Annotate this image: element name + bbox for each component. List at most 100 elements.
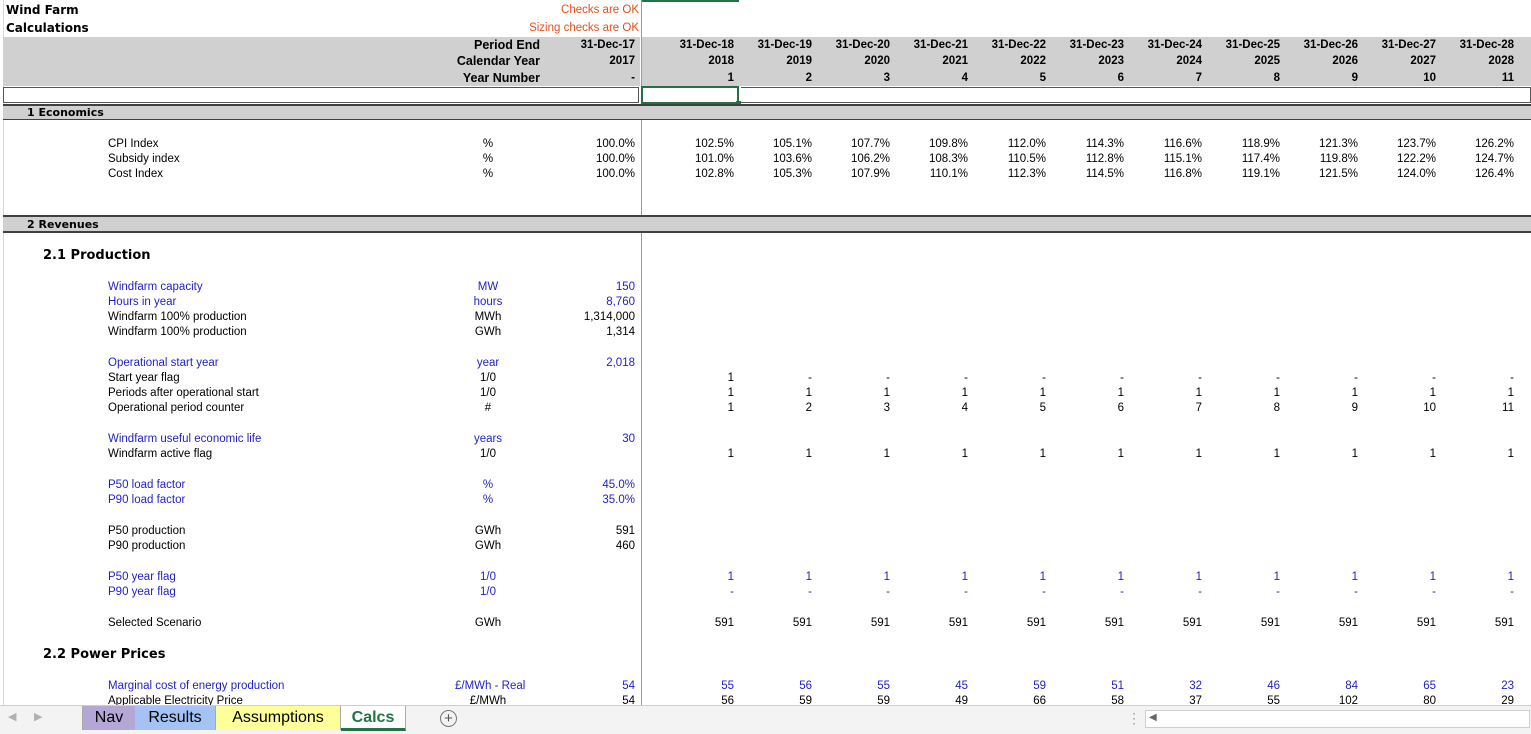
- row-label[interactable]: P90 production: [108, 540, 186, 552]
- row-unit[interactable]: £/MWh - Real: [455, 680, 526, 692]
- row-value-col-11[interactable]: 591: [1494, 617, 1514, 629]
- row-base-value[interactable]: 100.0%: [595, 153, 635, 165]
- row-value-col-5[interactable]: 110.5%: [1007, 153, 1046, 165]
- row-value-col-1[interactable]: 102.8%: [694, 168, 734, 180]
- row-value-col-1[interactable]: 1: [727, 571, 734, 583]
- row-base-value[interactable]: 591: [615, 525, 635, 537]
- row-value-col-6[interactable]: 591: [1104, 617, 1124, 629]
- row-value-col-9[interactable]: 121.3%: [1318, 138, 1358, 150]
- row-value-col-5[interactable]: 112.0%: [1007, 138, 1046, 150]
- row-unit[interactable]: %: [482, 494, 494, 506]
- row-value-col-6[interactable]: 58: [1111, 695, 1124, 707]
- row-value-col-2[interactable]: 1: [805, 387, 812, 399]
- row-value-col-3[interactable]: 3: [883, 402, 890, 414]
- row-value-col-1[interactable]: 101.0%: [694, 153, 734, 165]
- row-value-col-3[interactable]: -: [886, 586, 890, 598]
- tab-nav[interactable]: Nav: [82, 706, 136, 730]
- row-value-col-3[interactable]: 1: [883, 448, 890, 460]
- row-value-col-6[interactable]: -: [1120, 372, 1124, 384]
- row-unit[interactable]: 1/0: [480, 387, 496, 399]
- row-value-col-7[interactable]: 1: [1195, 387, 1202, 399]
- row-value-col-9[interactable]: 102: [1338, 695, 1358, 707]
- split-handle-icon[interactable]: ⋮: [1127, 710, 1141, 726]
- row-value-col-7[interactable]: 32: [1189, 680, 1202, 692]
- row-value-col-5[interactable]: -: [1042, 372, 1046, 384]
- row-value-col-6[interactable]: 1: [1117, 571, 1124, 583]
- row-value-col-6[interactable]: 114.5%: [1085, 168, 1124, 180]
- row-unit[interactable]: %: [482, 479, 494, 491]
- row-label[interactable]: Hours in year: [108, 296, 177, 308]
- row-value-col-7[interactable]: 116.6%: [1163, 138, 1202, 150]
- row-label[interactable]: P50 year flag: [108, 571, 176, 583]
- row-value-col-1[interactable]: 55: [721, 680, 734, 692]
- row-value-col-8[interactable]: -: [1276, 586, 1280, 598]
- row-unit[interactable]: %: [482, 138, 494, 150]
- row-value-col-10[interactable]: 1: [1429, 448, 1436, 460]
- row-value-col-5[interactable]: 591: [1026, 617, 1046, 629]
- row-value-col-8[interactable]: 119.1%: [1241, 168, 1280, 180]
- row-value-col-1[interactable]: 591: [714, 617, 734, 629]
- tab-assumptions[interactable]: Assumptions: [216, 706, 341, 730]
- row-value-col-3[interactable]: 106.2%: [850, 153, 890, 165]
- row-value-col-8[interactable]: 1: [1273, 448, 1280, 460]
- row-value-col-6[interactable]: 51: [1111, 680, 1124, 692]
- row-value-col-1[interactable]: 1: [727, 372, 734, 384]
- row-value-col-10[interactable]: 124.0%: [1396, 168, 1436, 180]
- row-value-col-4[interactable]: 45: [955, 680, 968, 692]
- row-base-value[interactable]: 35.0%: [602, 494, 635, 506]
- row-value-col-11[interactable]: 1: [1507, 571, 1514, 583]
- row-value-col-7[interactable]: -: [1198, 372, 1202, 384]
- row-base-value[interactable]: 30: [622, 433, 635, 445]
- row-value-col-8[interactable]: 117.4%: [1241, 153, 1280, 165]
- row-value-col-11[interactable]: 126.4%: [1474, 168, 1514, 180]
- row-value-col-9[interactable]: -: [1354, 372, 1358, 384]
- row-unit[interactable]: MWh: [474, 311, 502, 323]
- row-base-value[interactable]: 150: [615, 281, 635, 293]
- row-label[interactable]: CPI Index: [108, 138, 159, 150]
- row-value-col-4[interactable]: 109.8%: [928, 138, 968, 150]
- row-value-col-11[interactable]: 126.2%: [1474, 138, 1514, 150]
- row-value-col-4[interactable]: -: [964, 372, 968, 384]
- row-value-col-10[interactable]: 80: [1423, 695, 1436, 707]
- row-unit[interactable]: GWh: [474, 326, 502, 338]
- row-value-col-3[interactable]: -: [886, 372, 890, 384]
- row-value-col-7[interactable]: 7: [1195, 402, 1202, 414]
- row-label[interactable]: Windfarm 100% production: [108, 311, 247, 323]
- row-label[interactable]: Cost Index: [108, 168, 163, 180]
- row-value-col-3[interactable]: 55: [877, 680, 890, 692]
- row-value-col-11[interactable]: 23: [1501, 680, 1514, 692]
- row-value-col-3[interactable]: 107.9%: [850, 168, 890, 180]
- row-value-col-9[interactable]: 121.5%: [1318, 168, 1358, 180]
- row-unit[interactable]: £/MWh: [469, 695, 507, 707]
- row-value-col-7[interactable]: 115.1%: [1163, 153, 1202, 165]
- row-value-col-8[interactable]: 46: [1267, 680, 1280, 692]
- row-base-value[interactable]: 54: [622, 695, 635, 707]
- row-label[interactable]: Subsidy index: [108, 153, 180, 165]
- row-value-col-3[interactable]: 1: [883, 387, 890, 399]
- row-unit[interactable]: hours: [473, 296, 503, 308]
- row-value-col-10[interactable]: -: [1432, 586, 1436, 598]
- scroll-left-icon[interactable]: ◀: [1149, 712, 1157, 723]
- row-value-col-2[interactable]: 59: [799, 695, 812, 707]
- row-value-col-1[interactable]: 1: [727, 448, 734, 460]
- row-value-col-11[interactable]: 124.7%: [1474, 153, 1514, 165]
- row-base-value[interactable]: 54: [622, 680, 635, 692]
- row-base-value[interactable]: 460: [615, 540, 635, 552]
- row-value-col-2[interactable]: 2: [805, 402, 812, 414]
- row-value-col-3[interactable]: 1: [883, 571, 890, 583]
- row-value-col-8[interactable]: -: [1276, 372, 1280, 384]
- row-value-col-4[interactable]: -: [964, 586, 968, 598]
- fill-handle[interactable]: [736, 101, 741, 106]
- row-value-col-11[interactable]: 1: [1507, 448, 1514, 460]
- row-value-col-9[interactable]: -: [1354, 586, 1358, 598]
- row-value-col-6[interactable]: 112.8%: [1085, 153, 1124, 165]
- tab-results[interactable]: Results: [135, 706, 216, 730]
- row-unit[interactable]: years: [473, 433, 503, 445]
- row-unit[interactable]: 1/0: [480, 372, 496, 384]
- row-value-col-4[interactable]: 4: [961, 402, 968, 414]
- row-value-col-6[interactable]: 1: [1117, 387, 1124, 399]
- row-value-col-3[interactable]: 591: [870, 617, 890, 629]
- row-value-col-10[interactable]: 10: [1423, 402, 1436, 414]
- row-unit[interactable]: %: [482, 153, 494, 165]
- row-base-value[interactable]: 45.0%: [602, 479, 635, 491]
